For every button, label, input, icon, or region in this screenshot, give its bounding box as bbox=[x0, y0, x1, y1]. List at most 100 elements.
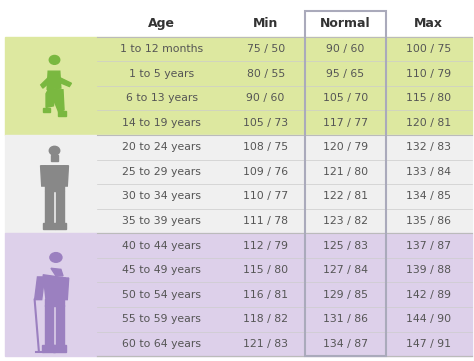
Bar bbox=[42, 345, 55, 352]
Text: 35 to 39 years: 35 to 39 years bbox=[122, 216, 201, 226]
Bar bbox=[305, 11, 385, 356]
Polygon shape bbox=[41, 166, 46, 186]
Text: 121 / 83: 121 / 83 bbox=[243, 339, 288, 349]
Ellipse shape bbox=[49, 56, 60, 64]
Bar bbox=[5, 135, 97, 233]
Text: 118 / 82: 118 / 82 bbox=[243, 314, 288, 324]
Text: 110 / 79: 110 / 79 bbox=[406, 69, 451, 78]
Bar bbox=[97, 332, 472, 356]
Text: Age: Age bbox=[148, 17, 175, 30]
Polygon shape bbox=[51, 268, 63, 276]
Polygon shape bbox=[35, 277, 45, 300]
Text: 90 / 60: 90 / 60 bbox=[246, 93, 285, 103]
Text: 120 / 79: 120 / 79 bbox=[323, 142, 368, 152]
Text: 6 to 13 years: 6 to 13 years bbox=[126, 93, 198, 103]
Text: 112 / 79: 112 / 79 bbox=[243, 240, 288, 251]
Text: 25 to 29 years: 25 to 29 years bbox=[122, 167, 201, 177]
Text: 121 / 80: 121 / 80 bbox=[323, 167, 368, 177]
Polygon shape bbox=[43, 275, 66, 300]
Text: 1 to 12 months: 1 to 12 months bbox=[120, 44, 203, 54]
Text: 109 / 76: 109 / 76 bbox=[243, 167, 288, 177]
Bar bbox=[53, 345, 66, 352]
Bar bbox=[97, 307, 472, 332]
Text: 60 to 64 years: 60 to 64 years bbox=[122, 339, 201, 349]
Text: 133 / 84: 133 / 84 bbox=[406, 167, 451, 177]
Bar bbox=[97, 110, 472, 135]
Polygon shape bbox=[58, 78, 72, 87]
Text: 20 to 24 years: 20 to 24 years bbox=[122, 142, 201, 152]
Bar bbox=[58, 112, 66, 116]
Text: 147 / 91: 147 / 91 bbox=[406, 339, 451, 349]
Text: 75 / 50: 75 / 50 bbox=[246, 44, 285, 54]
Bar bbox=[97, 86, 472, 110]
Text: 122 / 81: 122 / 81 bbox=[323, 191, 368, 201]
Text: 139 / 88: 139 / 88 bbox=[406, 265, 451, 275]
Polygon shape bbox=[46, 90, 55, 108]
Bar bbox=[51, 155, 58, 161]
Bar bbox=[5, 233, 97, 356]
Bar bbox=[97, 160, 472, 184]
Text: 105 / 73: 105 / 73 bbox=[243, 118, 288, 128]
Bar bbox=[97, 233, 472, 258]
Text: 108 / 75: 108 / 75 bbox=[243, 142, 288, 152]
Text: 116 / 81: 116 / 81 bbox=[243, 290, 288, 300]
Bar bbox=[55, 191, 64, 224]
Bar bbox=[97, 258, 472, 282]
Bar bbox=[97, 11, 472, 36]
Text: 50 to 54 years: 50 to 54 years bbox=[122, 290, 201, 300]
Text: 123 / 82: 123 / 82 bbox=[323, 216, 368, 226]
Text: 129 / 85: 129 / 85 bbox=[323, 290, 368, 300]
Text: 115 / 80: 115 / 80 bbox=[406, 93, 451, 103]
Bar bbox=[43, 223, 55, 229]
Bar bbox=[97, 36, 472, 61]
Bar bbox=[43, 108, 50, 112]
Bar bbox=[97, 135, 472, 160]
Text: 90 / 60: 90 / 60 bbox=[326, 44, 365, 54]
Text: 125 / 83: 125 / 83 bbox=[323, 240, 368, 251]
Bar bbox=[97, 184, 472, 209]
Bar bbox=[97, 209, 472, 233]
Bar bbox=[56, 305, 64, 346]
Text: 55 to 59 years: 55 to 59 years bbox=[122, 314, 201, 324]
Text: 111 / 78: 111 / 78 bbox=[243, 216, 288, 226]
Polygon shape bbox=[55, 90, 64, 112]
Ellipse shape bbox=[50, 253, 62, 262]
Polygon shape bbox=[63, 166, 68, 186]
Text: 40 to 44 years: 40 to 44 years bbox=[122, 240, 201, 251]
Text: 120 / 81: 120 / 81 bbox=[406, 118, 451, 128]
Text: 30 to 34 years: 30 to 34 years bbox=[122, 191, 201, 201]
Text: 135 / 86: 135 / 86 bbox=[406, 216, 451, 226]
Text: 134 / 87: 134 / 87 bbox=[323, 339, 368, 349]
Text: 14 to 19 years: 14 to 19 years bbox=[122, 118, 201, 128]
Text: 127 / 84: 127 / 84 bbox=[323, 265, 368, 275]
Polygon shape bbox=[44, 166, 65, 186]
Text: 80 / 55: 80 / 55 bbox=[246, 69, 285, 78]
Text: 142 / 89: 142 / 89 bbox=[406, 290, 451, 300]
Polygon shape bbox=[41, 78, 50, 88]
Bar bbox=[55, 223, 66, 229]
Text: 131 / 86: 131 / 86 bbox=[323, 314, 368, 324]
Text: 132 / 83: 132 / 83 bbox=[406, 142, 451, 152]
Polygon shape bbox=[62, 278, 69, 300]
Ellipse shape bbox=[49, 146, 60, 155]
Text: 117 / 77: 117 / 77 bbox=[323, 118, 368, 128]
Text: 105 / 70: 105 / 70 bbox=[323, 93, 368, 103]
Bar bbox=[45, 305, 53, 346]
Bar bbox=[45, 184, 64, 191]
Text: 1 to 5 years: 1 to 5 years bbox=[129, 69, 194, 78]
Text: Max: Max bbox=[414, 17, 443, 30]
Text: 95 / 65: 95 / 65 bbox=[326, 69, 365, 78]
Text: 110 / 77: 110 / 77 bbox=[243, 191, 288, 201]
Text: Normal: Normal bbox=[320, 17, 371, 30]
Bar bbox=[5, 36, 97, 135]
Bar bbox=[45, 191, 54, 224]
Text: 144 / 90: 144 / 90 bbox=[406, 314, 451, 324]
Bar bbox=[45, 299, 64, 306]
Text: 100 / 75: 100 / 75 bbox=[406, 44, 451, 54]
Text: Min: Min bbox=[253, 17, 278, 30]
Text: 115 / 80: 115 / 80 bbox=[243, 265, 288, 275]
Text: 134 / 85: 134 / 85 bbox=[406, 191, 451, 201]
Bar bbox=[97, 61, 472, 86]
Text: 137 / 87: 137 / 87 bbox=[406, 240, 451, 251]
Bar bbox=[97, 282, 472, 307]
